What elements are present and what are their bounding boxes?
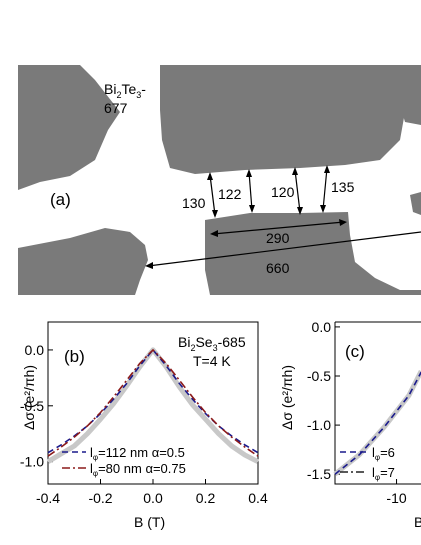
legend-entry-1: lφ=112 nm α=0.5: [90, 445, 185, 462]
distance-120: 120: [271, 184, 295, 200]
distance-122: 122: [218, 186, 242, 202]
fit-curve-1: [334, 371, 421, 475]
panel-b-ylabel: Δσ (e²/πh): [21, 365, 37, 430]
distance-660: 660: [266, 260, 290, 276]
sample-label-a: Bi2Te3-: [104, 81, 146, 100]
y-tick-label: -0.5: [20, 398, 44, 414]
x-tick-label: -0.2: [88, 490, 112, 506]
legend-c-entry-2: lφ=7: [372, 465, 395, 482]
panel-c-label: (c): [345, 342, 365, 361]
legend-entry-2: lφ=80 nm α=0.75: [90, 461, 186, 478]
y-tick-label: -1.5: [307, 466, 331, 482]
panel-b-xlabel: B (T): [134, 514, 165, 530]
y-tick-label: -1.0: [307, 417, 331, 433]
panel-c-ylabel: Δσ (e²/πh): [279, 365, 295, 430]
panel-a-label: (a): [50, 190, 71, 209]
flake-center-bottom: [205, 212, 421, 295]
panel-b-chart: -0.4 -0.2 0.0 0.2 0.4 0.0 -0.5 -1.0 (b) Bi2Se3-…: [20, 321, 268, 530]
panel-b-series: [46, 347, 260, 464]
x-tick-label: 0.0: [143, 490, 163, 506]
panel-c-xlabel: B: [414, 514, 421, 530]
panel-c-series: [333, 369, 421, 477]
sample-number-a: 677: [104, 100, 128, 116]
distance-130: 130: [182, 195, 206, 211]
x-tick-label: -0.4: [36, 490, 60, 506]
x-tick-label: -10: [386, 490, 406, 506]
y-tick-label: 0.0: [312, 319, 332, 335]
panel-b-temperature: T=4 K: [193, 353, 231, 369]
panel-b-ticks: -0.4 -0.2 0.0 0.2 0.4 0.0 -0.5 -1.0: [20, 342, 268, 506]
arrowheads: [145, 165, 347, 269]
y-tick-label: 0.0: [25, 342, 45, 358]
flake-left-bottom: [18, 228, 148, 295]
flake-center-top: [160, 65, 421, 174]
distance-290: 290: [266, 230, 290, 246]
y-tick-label: -0.5: [307, 368, 331, 384]
panel-c-ticks: -10 0.0 -0.5 -1.0 -1.5: [307, 319, 407, 506]
legend-c-entry-1: lφ=6: [372, 445, 395, 462]
panel-a-micrograph: Bi2Te3- 677 (a) 130 122 120 135 290 660: [18, 65, 421, 295]
flake-left-top: [18, 65, 120, 190]
flake-right-2: [410, 192, 421, 215]
panel-c-chart: -10 0.0 -0.5 -1.0 -1.5 (c) lφ=6 lφ=7 Δσ (e²/…: [279, 319, 421, 530]
panel-b-label: (b): [64, 347, 85, 366]
fit-curve-2: [47, 349, 259, 457]
flake-right-1: [400, 98, 421, 125]
panel-b-legend: lφ=112 nm α=0.5 lφ=80 nm α=0.75: [62, 445, 186, 478]
x-tick-label: 0.4: [248, 490, 268, 506]
distance-arrows: [147, 167, 421, 267]
panel-b-sample: Bi2Se3-685: [178, 334, 246, 353]
x-tick-label: 0.2: [196, 490, 216, 506]
y-tick-label: -1.0: [20, 454, 44, 470]
distance-135: 135: [331, 179, 355, 195]
